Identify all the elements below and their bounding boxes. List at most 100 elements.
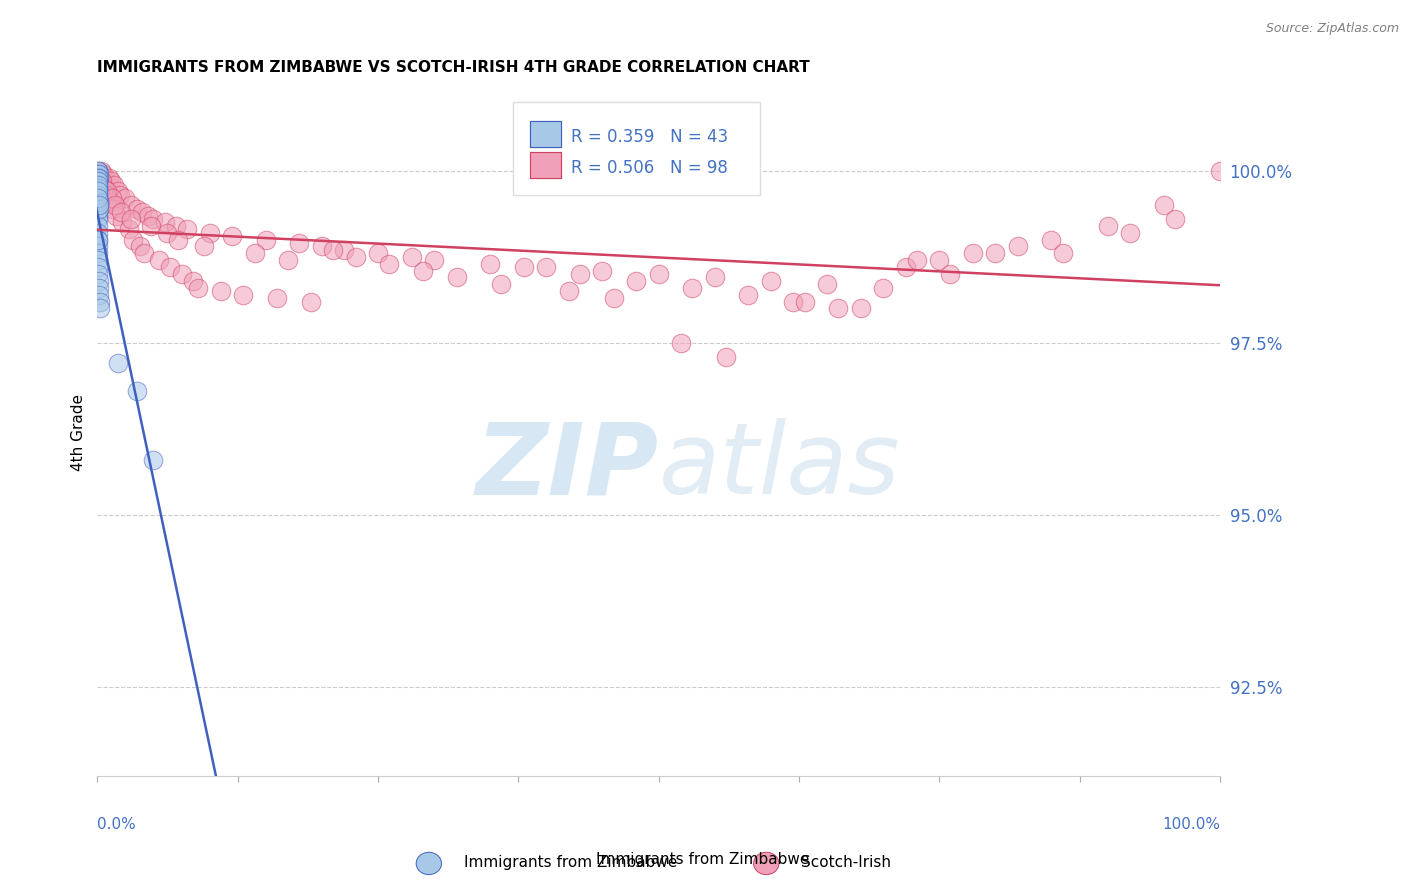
Point [1209, 163, 1232, 178]
Point [101, 191, 124, 205]
Point [401, 250, 423, 264]
Point [193, 239, 215, 253]
Point [181, 274, 204, 288]
Point [87, 205, 110, 219]
Point [89, 287, 111, 301]
Point [87, 187, 110, 202]
Point [96, 185, 118, 199]
Point [905, 253, 928, 268]
Text: 0.0%: 0.0% [97, 817, 136, 832]
Point [624, 274, 647, 288]
Point [176, 222, 198, 236]
Point [491, 277, 513, 292]
Point [87, 198, 110, 212]
Point [87, 174, 110, 188]
Point [98, 194, 121, 209]
Text: 100.0%: 100.0% [1161, 817, 1220, 832]
Point [299, 294, 322, 309]
Point [142, 452, 165, 467]
Point [602, 291, 624, 305]
Point [131, 205, 153, 219]
Point [87, 274, 110, 288]
Point [87, 185, 110, 199]
Point [232, 287, 254, 301]
Point [87, 246, 110, 260]
Point [94, 170, 117, 185]
Point [536, 260, 558, 274]
Point [569, 267, 592, 281]
Point [872, 281, 894, 295]
Text: atlas: atlas [658, 418, 900, 515]
Point [165, 219, 187, 233]
Point [423, 253, 446, 268]
FancyBboxPatch shape [530, 152, 561, 178]
Point [125, 384, 148, 398]
FancyBboxPatch shape [513, 102, 759, 194]
Text: Immigrants from Zimbabwe: Immigrants from Zimbabwe [464, 855, 678, 870]
Point [782, 294, 804, 309]
Point [87, 267, 110, 281]
FancyBboxPatch shape [530, 120, 561, 147]
Point [87, 174, 110, 188]
Point [142, 211, 165, 226]
Point [87, 233, 110, 247]
Point [1119, 226, 1142, 240]
Point [254, 233, 277, 247]
Point [187, 281, 209, 295]
Point [87, 163, 110, 178]
Point [122, 233, 145, 247]
Point [87, 281, 110, 295]
Point [87, 194, 110, 209]
Point [103, 178, 125, 192]
Point [344, 250, 367, 264]
Point [108, 187, 131, 202]
Point [156, 226, 179, 240]
Point [87, 167, 110, 181]
Point [1052, 246, 1074, 260]
Point [167, 233, 190, 247]
Point [136, 209, 159, 223]
Point [367, 246, 389, 260]
Point [412, 263, 434, 277]
Point [378, 257, 401, 271]
Point [928, 253, 950, 268]
Point [759, 274, 782, 288]
Point [793, 294, 815, 309]
Text: ZIP: ZIP [475, 418, 658, 515]
Point [714, 350, 737, 364]
Point [101, 202, 124, 216]
Point [311, 239, 333, 253]
Point [737, 287, 759, 301]
Point [333, 243, 356, 257]
Point [939, 267, 962, 281]
Point [827, 301, 849, 316]
Point [1097, 219, 1119, 233]
Point [87, 194, 110, 209]
Point [134, 246, 156, 260]
Point [129, 239, 152, 253]
Point [105, 209, 128, 223]
Point [87, 178, 110, 192]
Point [87, 178, 110, 192]
Point [148, 253, 170, 268]
Point [198, 226, 221, 240]
Point [479, 257, 502, 271]
Point [87, 181, 110, 195]
Point [114, 191, 136, 205]
Point [87, 209, 110, 223]
Point [894, 260, 917, 274]
Point [322, 243, 344, 257]
Point [87, 226, 110, 240]
Text: Scotch-Irish: Scotch-Irish [801, 855, 891, 870]
Point [120, 198, 142, 212]
Point [97, 170, 120, 185]
Point [87, 163, 110, 178]
Point [266, 291, 288, 305]
Point [170, 267, 193, 281]
Point [1153, 198, 1175, 212]
Point [446, 270, 468, 285]
Point [118, 222, 141, 236]
Point [815, 277, 838, 292]
Point [681, 281, 703, 295]
Text: Source: ZipAtlas.com: Source: ZipAtlas.com [1265, 22, 1399, 36]
